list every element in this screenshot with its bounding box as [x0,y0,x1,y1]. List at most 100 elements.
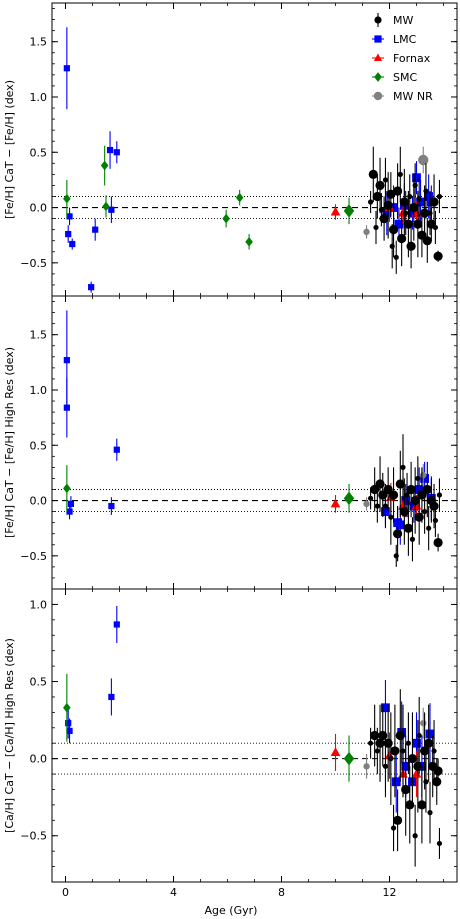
data-point [420,208,430,218]
data-point [420,474,429,483]
data-point [375,180,385,191]
data-point [330,498,341,508]
data-point [66,727,73,734]
data-point [436,193,443,200]
data-point [432,777,442,787]
data-point [92,226,99,233]
y-tick-label: −0.5 [20,257,47,270]
data-point [394,219,404,229]
data-point [418,154,429,166]
data-point [363,763,370,770]
data-point [409,536,416,542]
data-point [343,204,355,218]
data-point [63,357,70,364]
legend: MW LMC Fornax SMC MW NR [372,13,433,103]
panel-2: −0.5 0.0 0.5 1.0 1.5 [Fe/H] CaT − [Fe/H] High… [3,295,458,590]
data-point [416,732,422,739]
data-point [399,197,409,207]
data-point [65,720,72,727]
y-axis-label: [Fe/H] CaT − [Fe/H] High Res (dex) [3,347,16,538]
data-point [108,206,115,213]
legend-entry-mw-nr: MW NR [372,90,433,103]
data-point [427,810,433,816]
x-tick-label: 0 [62,886,69,899]
data-point [420,719,427,727]
legend-entry-fornax: Fornax [372,52,431,65]
data-point [406,241,416,251]
panel-3: −0.5 0.0 0.5 1.0 [Ca/H] CaT − [Ca/H] High Re… [3,588,458,883]
data-point [401,784,411,795]
data-point [390,825,397,831]
legend-entry-lmc: LMC [372,33,417,46]
x-tick-label: 4 [170,886,177,899]
series-mw-nr [363,146,429,239]
data-point [363,228,370,236]
series-smc [63,145,355,250]
x-tick-label: 8 [278,886,285,899]
y-axis-label: [Ca/H] CaT − [Ca/H] High Res (dex) [3,638,16,833]
data-point [378,207,384,213]
data-point [374,748,380,754]
data-point [412,173,421,183]
data-point [374,503,380,509]
data-point [422,236,432,246]
data-point [382,208,392,218]
series-smc [63,673,355,782]
series-mw [368,434,443,567]
data-point [426,525,432,531]
data-point [382,177,389,183]
data-point [343,491,355,506]
data-point [113,621,120,628]
data-point [412,833,418,839]
data-point [330,747,341,757]
data-point [388,514,394,520]
data-point [343,751,355,766]
data-point [406,484,416,495]
data-point [417,800,427,810]
data-point [423,779,429,785]
data-point [373,224,379,231]
data-point [388,225,399,235]
data-point [397,233,407,244]
legend-label: LMC [393,33,417,46]
y-tick-label: −0.5 [20,550,47,563]
x-axis-label: Age (Gyr) [205,904,258,917]
data-point [420,746,430,756]
data-point [411,768,422,778]
data-point [432,224,438,231]
data-point [388,490,399,500]
data-point [368,495,374,501]
data-point [436,840,443,847]
legend-marker [374,72,382,82]
data-point [102,201,110,212]
y-tick-label: 1.5 [30,36,48,49]
data-point [401,496,411,505]
data-point [432,517,438,524]
data-point [363,500,370,508]
data-point [245,236,253,247]
data-point [63,65,70,72]
data-point [108,502,115,510]
data-point [424,738,434,748]
data-point [390,746,400,756]
legend-entry-mw: MW [374,13,413,27]
data-point [423,188,429,194]
data-point [413,761,423,771]
y-tick-label: 0.5 [30,146,48,159]
panel-1: −0.5 0.0 0.5 1.0 1.5 [Fe/H] CaT − [Fe/H] (dex… [3,2,458,297]
data-point [422,509,428,515]
data-point [113,446,120,453]
data-point [63,193,71,204]
data-point [397,171,403,177]
data-point [108,693,115,701]
data-point [63,404,70,411]
data-point [400,464,406,470]
data-point [88,284,95,291]
data-point [382,503,389,509]
data-point [415,475,421,482]
data-point [412,182,418,189]
data-point [425,729,435,739]
y-tick-label: 1.5 [30,329,48,342]
data-point [404,492,410,498]
